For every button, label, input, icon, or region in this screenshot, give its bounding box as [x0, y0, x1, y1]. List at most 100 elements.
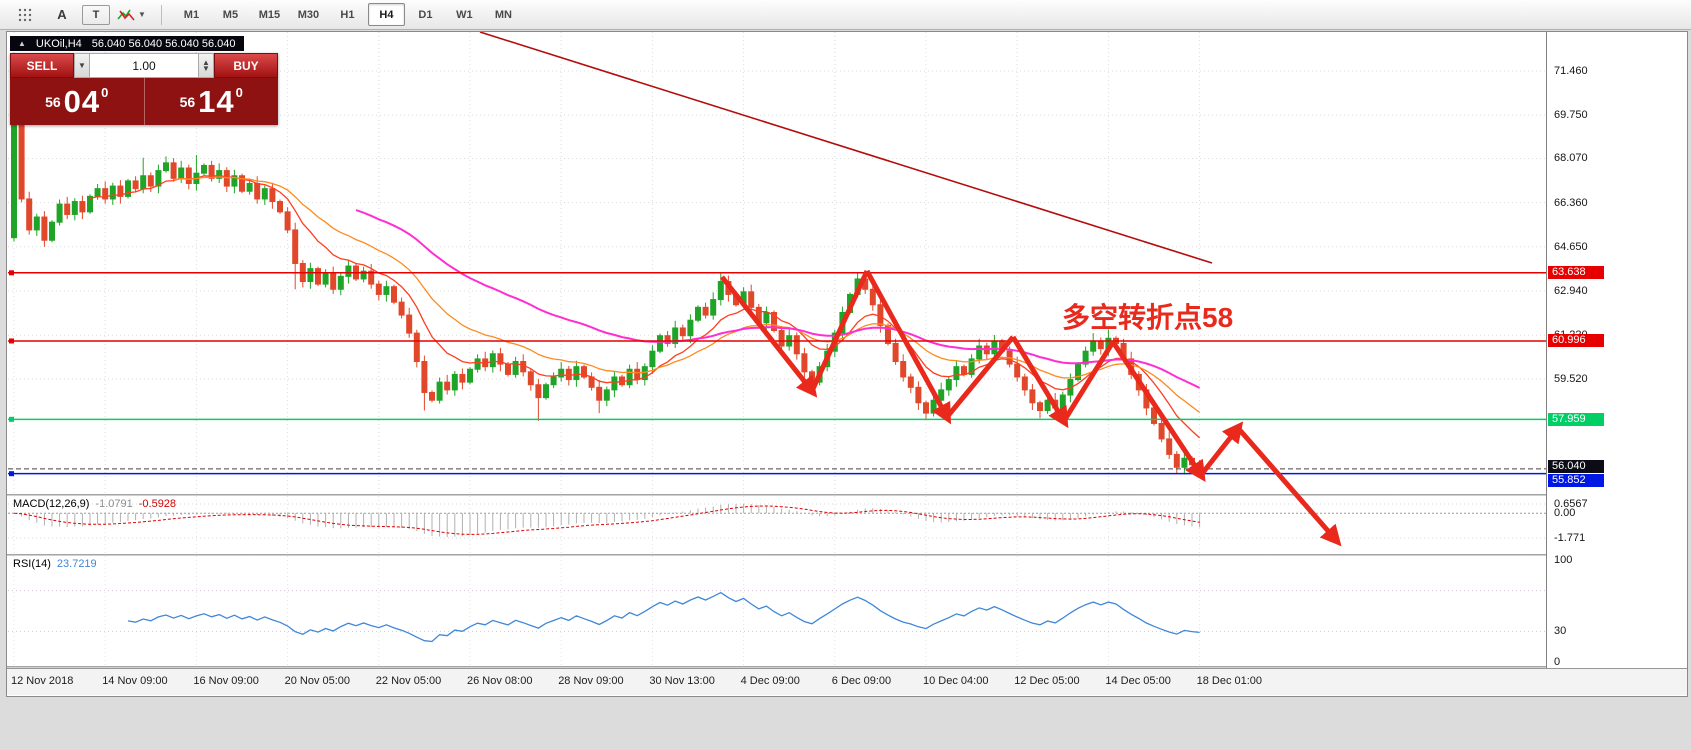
candle-body	[1143, 389, 1150, 409]
candle-body	[907, 376, 914, 388]
toolbar-separator	[160, 4, 162, 25]
buy-price[interactable]: 56 14 0	[143, 78, 279, 125]
macd-signal-line	[13, 505, 1200, 535]
hline-anchor[interactable]	[9, 471, 14, 477]
indicators-button[interactable]: ▼	[113, 3, 150, 27]
volume-dropdown-icon[interactable]: ▼	[74, 53, 90, 78]
price-tick: 64.650	[1554, 240, 1588, 253]
chart-grid-icon[interactable]	[8, 3, 42, 27]
candle-body	[854, 278, 861, 295]
timeframe-button-H1[interactable]: H1	[340, 8, 355, 21]
macd-scale-tick: 0.00	[1554, 507, 1576, 520]
candle-body	[391, 286, 397, 303]
candle-body	[535, 384, 542, 399]
timeframe-button-D1[interactable]: D1	[418, 8, 433, 21]
buy-button[interactable]: BUY	[214, 53, 278, 78]
trade-prices-row: 56 04 0 56 14 0	[10, 78, 278, 125]
text-a-button[interactable]: A	[45, 3, 79, 27]
text-a-label: A	[57, 7, 67, 22]
timeframe-button-H4[interactable]: H4	[367, 3, 405, 26]
macd-scale-tick: 0.6567	[1554, 498, 1588, 510]
price-scale[interactable]: 71.46069.75068.07066.36064.65062.94061.2…	[1546, 32, 1687, 668]
candle-body	[809, 371, 815, 383]
ma-mid-line[interactable]	[173, 176, 1200, 413]
candle-body	[505, 363, 511, 375]
candle-body	[71, 201, 78, 215]
candle-body	[398, 301, 405, 316]
candle-body	[117, 185, 124, 197]
text-label-button[interactable]: T	[82, 4, 110, 25]
rsi-label: RSI(14) 23.7219	[13, 558, 97, 570]
candle-body	[307, 268, 314, 283]
macd-name: MACD(12,26,9)	[13, 498, 90, 510]
candle-body	[938, 389, 945, 401]
chart-annotation-text: 多空转折点58	[1062, 302, 1234, 333]
macd-scale-tick: -1.771	[1554, 531, 1586, 544]
candle-body	[619, 376, 625, 386]
trend-line[interactable]	[479, 32, 1213, 264]
toolbar: A T ▼ M1 M5 M15 M30 H1 H4 D1 W1 MN	[0, 0, 1691, 30]
dots-grid-icon	[18, 8, 32, 21]
volume-input[interactable]	[90, 53, 198, 78]
candle-body	[923, 402, 929, 414]
macd-canvas[interactable]	[8, 496, 1546, 554]
candle-body	[862, 278, 869, 290]
timeframe-button-M15[interactable]: M15	[258, 8, 281, 21]
candle-body	[930, 399, 937, 414]
volume-spinner[interactable]: ▲ ▼	[198, 53, 214, 78]
indicators-icon	[117, 9, 135, 21]
sell-button[interactable]: SELL	[10, 53, 74, 78]
timeframe-button-W1[interactable]: W1	[456, 8, 473, 21]
timeframe-button-MN[interactable]: MN	[494, 8, 512, 21]
hline-anchor[interactable]	[9, 338, 14, 344]
candle-body	[687, 319, 694, 337]
symbol-arrow-icon[interactable]: ▲	[18, 39, 26, 48]
time-label: 6 Dec 09:00	[831, 675, 892, 687]
trade-controls-row: SELL ▼ ▲▼ BUY	[10, 53, 278, 78]
time-label: 4 Dec 09:00	[740, 675, 800, 687]
sell-price-sup: 0	[101, 85, 109, 100]
candle-body	[565, 368, 572, 381]
macd-label: MACD(12,26,9) -1.0791 -0.5928	[13, 498, 176, 510]
timeframe-button-M1[interactable]: M1	[183, 8, 200, 21]
hline-price-badge: 63.638	[1548, 266, 1604, 280]
candle-body	[269, 188, 276, 203]
candle-body	[702, 306, 709, 316]
candle-body	[755, 306, 762, 324]
timeframe-button-M5[interactable]: M5	[222, 8, 239, 21]
candle-body	[573, 366, 580, 381]
timeframe-button-M30[interactable]: M30	[297, 8, 320, 21]
time-label: 26 Nov 08:00	[467, 675, 533, 687]
candle-body	[801, 353, 808, 373]
candle-body	[1196, 464, 1203, 470]
candle-body	[216, 170, 223, 179]
candle-body	[915, 386, 922, 404]
candle-body	[710, 299, 717, 316]
panel-separator[interactable]	[7, 554, 1687, 556]
hline-anchor[interactable]	[9, 270, 14, 276]
candle-body	[444, 381, 451, 391]
candle-body	[527, 371, 534, 386]
sell-price[interactable]: 56 04 0	[10, 78, 144, 125]
rsi-canvas[interactable]	[8, 556, 1546, 666]
time-label: 12 Dec 05:00	[1014, 675, 1080, 687]
rsi-scale-tick: 0	[1554, 656, 1561, 668]
time-axis[interactable]: 12 Nov 2018 14 Nov 09:00 16 Nov 09:00 20 No…	[7, 668, 1687, 695]
candle-body	[725, 281, 732, 295]
rsi-line	[127, 591, 1200, 643]
hline-price-badge: 60.996	[1548, 334, 1604, 348]
candle-body	[246, 182, 253, 192]
hline-anchor[interactable]	[9, 416, 14, 422]
candle-body	[1044, 399, 1051, 412]
rsi-name: RSI(14)	[13, 558, 51, 570]
candle-body	[1052, 399, 1059, 409]
time-label: 30 Nov 13:00	[649, 675, 715, 687]
candle-body	[900, 361, 907, 378]
candle-body	[596, 386, 603, 401]
candle-body	[550, 376, 557, 386]
hline-price-badge: 55.852	[1548, 474, 1604, 488]
candle-body	[626, 368, 633, 386]
candle-body	[231, 175, 238, 187]
candle-body	[793, 335, 800, 355]
panel-separator[interactable]	[7, 494, 1687, 496]
